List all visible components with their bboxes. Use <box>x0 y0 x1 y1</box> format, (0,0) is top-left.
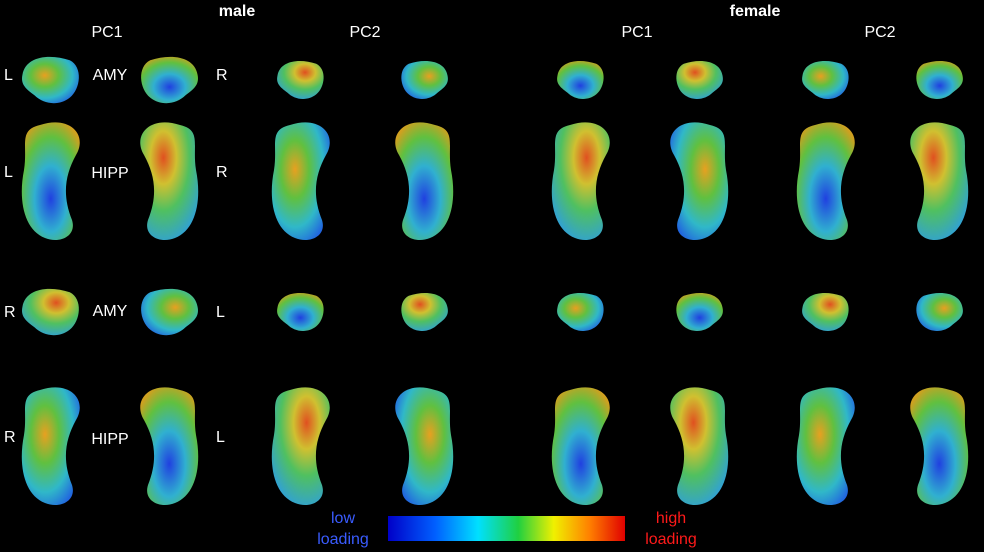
amygdala-shape <box>401 61 448 99</box>
side-label: L <box>4 164 13 181</box>
amygdala-shape <box>557 61 604 99</box>
hippocampus-shape <box>796 122 855 240</box>
column-title: PC2 <box>349 24 380 41</box>
structure-label: AMY <box>93 67 128 84</box>
side-label: R <box>4 304 16 321</box>
hippocampus-shape <box>910 387 969 505</box>
hippocampus-shape <box>551 387 610 505</box>
shapes <box>21 56 969 505</box>
hippocampus-shape <box>140 387 199 505</box>
amygdala-shape <box>916 61 963 99</box>
colorbar-label: loading <box>645 531 697 548</box>
amygdala-shape <box>916 293 963 331</box>
hippocampus-shape <box>670 122 729 240</box>
amygdala-shape <box>802 293 849 331</box>
column-title: PC2 <box>864 24 895 41</box>
amygdala-shape <box>676 61 723 99</box>
amygdala-shape <box>557 293 604 331</box>
group-title: male <box>219 3 256 20</box>
hippocampus-shape <box>395 387 454 505</box>
amygdala-shape <box>141 56 198 104</box>
structure-label: AMY <box>93 303 128 320</box>
colorbar-label: loading <box>317 531 369 548</box>
amygdala-shape <box>22 56 79 104</box>
colorbar-label: low <box>331 510 355 527</box>
hippocampus-shape <box>271 387 330 505</box>
hippocampus-shape <box>271 122 330 240</box>
amygdala-shape <box>141 288 198 336</box>
side-label: R <box>216 164 228 181</box>
amygdala-shape <box>22 288 79 336</box>
structure-label: HIPP <box>91 431 128 448</box>
hippocampus-shape <box>21 387 80 505</box>
hippocampus-shape <box>551 122 610 240</box>
column-title: PC1 <box>621 24 652 41</box>
hippocampus-shape <box>910 122 969 240</box>
side-label: L <box>216 304 225 321</box>
side-label: R <box>4 429 16 446</box>
hippocampus-shape <box>21 122 80 240</box>
colorbar-label: high <box>656 510 686 527</box>
hippocampus-shape <box>796 387 855 505</box>
hippocampus-shape <box>140 122 199 240</box>
amygdala-shape <box>676 293 723 331</box>
side-label: R <box>216 67 228 84</box>
group-title: female <box>730 3 781 20</box>
column-title: PC1 <box>91 24 122 41</box>
colorbar <box>388 516 625 541</box>
amygdala-shape <box>277 293 324 331</box>
amygdala-shape <box>401 293 448 331</box>
amygdala-shape <box>277 61 324 99</box>
side-label: L <box>4 67 13 84</box>
side-label: L <box>216 429 225 446</box>
hippocampus-shape <box>670 387 729 505</box>
amygdala-shape <box>802 61 849 99</box>
structure-label: HIPP <box>91 165 128 182</box>
hippocampus-shape <box>395 122 454 240</box>
